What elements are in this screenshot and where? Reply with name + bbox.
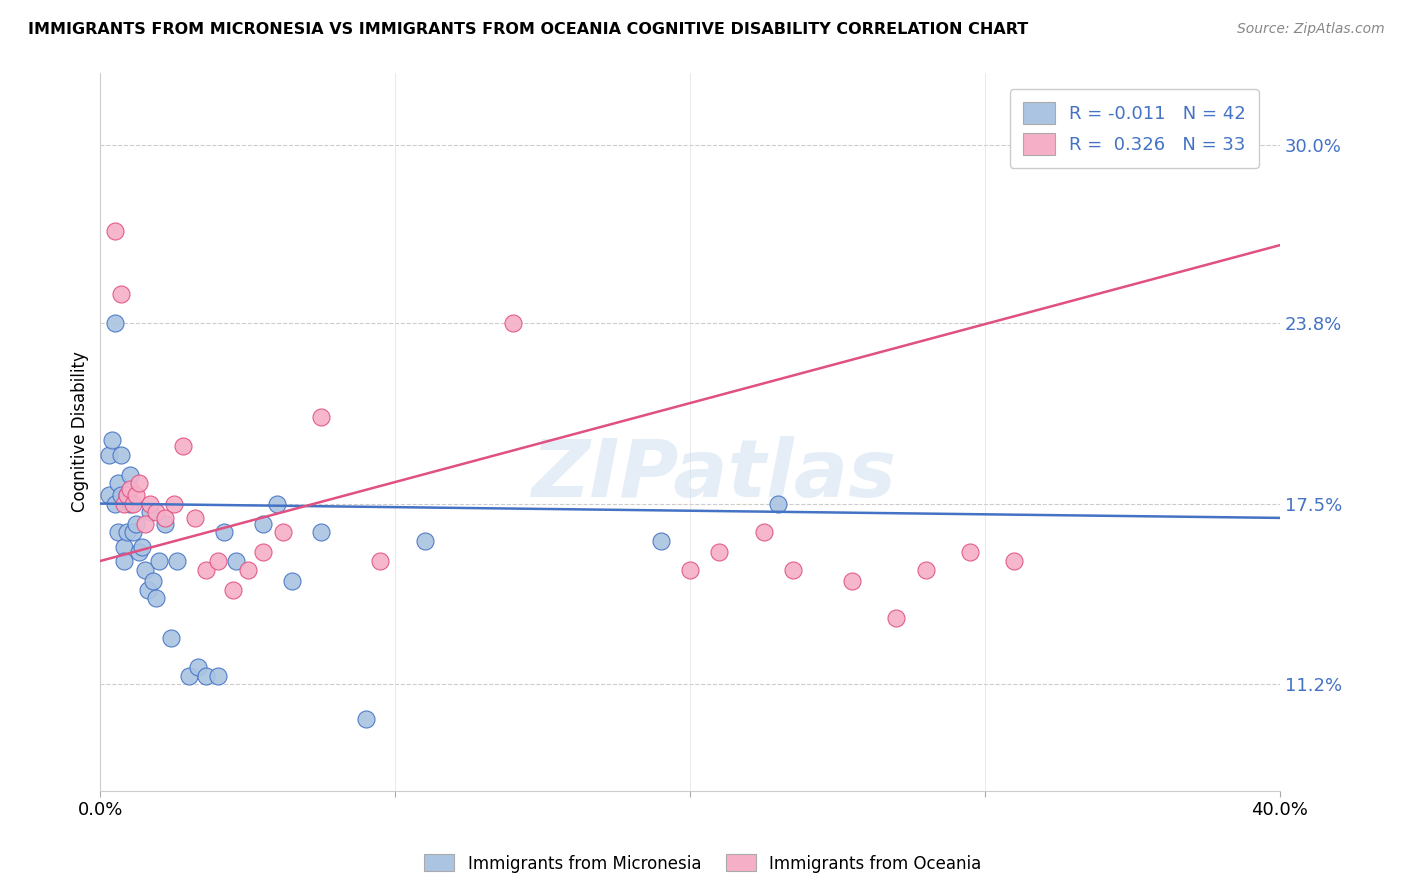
Point [271,525,294,540]
Point [125,516,148,531]
Point [225,554,247,568]
Point [959,545,981,559]
Point [139,497,162,511]
Text: ZIPatlas: ZIPatlas [531,436,896,514]
Point [782,563,804,577]
Point [110,287,132,301]
Point [128,476,150,491]
Y-axis label: Cognitive Disability: Cognitive Disability [72,351,89,512]
Point [212,525,235,540]
Point [709,545,731,559]
Point [148,554,170,568]
Point [121,525,143,540]
Point [915,563,938,577]
Point [155,516,177,531]
Point [252,516,274,531]
Text: IMMIGRANTS FROM MICRONESIA VS IMMIGRANTS FROM OCEANIA COGNITIVE DISABILITY CORRE: IMMIGRANTS FROM MICRONESIA VS IMMIGRANTS… [28,22,1028,37]
Point [207,554,229,568]
Point [207,669,229,683]
Point [195,563,218,577]
Point [104,316,127,330]
Point [370,554,392,568]
Point [118,497,141,511]
Point [252,545,274,559]
Point [112,554,135,568]
Text: Source: ZipAtlas.com: Source: ZipAtlas.com [1237,22,1385,37]
Point [187,660,209,674]
Point [125,488,148,502]
Point [166,554,188,568]
Point [1002,554,1025,568]
Point [112,540,135,554]
Point [236,563,259,577]
Point [145,591,167,606]
Point [886,611,908,625]
Point [413,533,436,548]
Point [110,448,132,462]
Point [107,476,129,491]
Point [172,439,194,453]
Point [752,525,775,540]
Point [110,488,132,502]
Point [195,669,218,683]
Point [311,410,333,425]
Point [354,712,377,726]
Point [183,511,205,525]
Point [134,516,156,531]
Point [128,545,150,559]
Point [134,563,156,577]
Point [160,632,183,646]
Point [266,497,288,511]
Point [121,497,143,511]
Point [107,525,129,540]
Point [679,563,702,577]
Legend: R = -0.011   N = 42, R =  0.326   N = 33: R = -0.011 N = 42, R = 0.326 N = 33 [1010,89,1258,168]
Point [98,488,121,502]
Point [104,224,127,238]
Point [155,511,177,525]
Point [163,497,186,511]
Point [145,505,167,519]
Point [136,582,159,597]
Point [115,488,138,502]
Point [139,505,162,519]
Point [841,574,863,588]
Point [650,533,672,548]
Point [142,574,165,588]
Point [118,467,141,482]
Point [768,497,790,511]
Point [118,482,141,496]
Point [281,574,304,588]
Point [502,316,524,330]
Point [115,488,138,502]
Point [311,525,333,540]
Point [222,582,245,597]
Point [131,540,153,554]
Point [177,669,200,683]
Point [101,434,124,448]
Point [112,497,135,511]
Point [115,525,138,540]
Point [98,448,121,462]
Point [104,497,127,511]
Legend: Immigrants from Micronesia, Immigrants from Oceania: Immigrants from Micronesia, Immigrants f… [418,847,988,880]
